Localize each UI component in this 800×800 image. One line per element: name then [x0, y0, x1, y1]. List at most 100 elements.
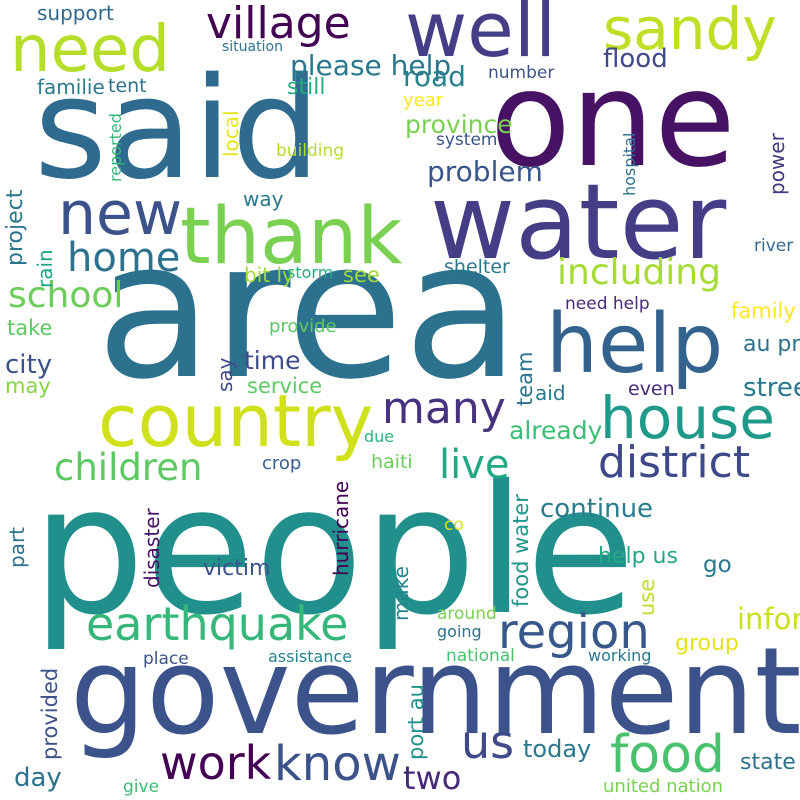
word-give: state	[740, 750, 796, 775]
word-many: many	[382, 383, 506, 434]
word-new: new	[58, 179, 183, 249]
word-region: region	[498, 604, 650, 660]
word-need: need	[10, 13, 170, 87]
word-see: storm	[287, 263, 334, 282]
word-thank: thank	[180, 192, 403, 282]
word-time: city	[5, 350, 53, 380]
word-children: children	[54, 446, 203, 489]
word-district: district	[598, 437, 751, 488]
word-say: provide	[269, 316, 337, 337]
word-may: time	[244, 346, 301, 375]
word-food: food	[610, 725, 725, 785]
word-flood: road	[403, 60, 466, 93]
word-people: people	[32, 447, 636, 654]
word-earthquake: earthquake	[86, 597, 349, 651]
word-number: year	[403, 90, 444, 111]
word-shelter: see	[343, 263, 380, 287]
word-use: co	[444, 515, 464, 535]
word-aid: street	[743, 373, 800, 403]
word-live: live	[439, 442, 510, 488]
word-group: going	[437, 622, 482, 641]
word-house: house	[600, 384, 775, 452]
word-disaster: part	[5, 526, 29, 568]
word-food-water: make	[389, 566, 413, 621]
word-road: information	[737, 602, 800, 636]
word-still: please help	[290, 49, 452, 82]
word-government: government	[70, 623, 800, 762]
word-home: home	[67, 235, 181, 281]
word-assistance: place	[143, 649, 189, 669]
word-village: village	[206, 0, 351, 49]
word-country: country	[98, 379, 374, 463]
word-year: province	[405, 110, 513, 139]
word-reported: hospital	[620, 132, 639, 196]
word-hospital: power	[765, 133, 789, 195]
word-work: work	[160, 736, 272, 790]
word-two: school	[8, 275, 124, 316]
word-even: aid	[535, 381, 566, 405]
word-already: due	[364, 427, 395, 446]
word-today: port au	[404, 684, 428, 760]
word-team: river	[754, 236, 794, 256]
word-united-nation: give	[123, 777, 160, 797]
word-local: familie	[37, 75, 105, 99]
word-au-prince: say	[213, 357, 237, 392]
word-us: us	[461, 715, 515, 769]
word-due: even	[628, 378, 675, 400]
word-place: group	[675, 631, 739, 656]
word-one: one	[490, 43, 736, 197]
word-information: two	[403, 759, 462, 797]
word-part: crop	[262, 453, 302, 474]
word-building: reported	[106, 113, 125, 182]
word-need-help: team	[513, 351, 537, 406]
word-street: service	[247, 374, 323, 398]
word-continue: disaster	[140, 508, 164, 588]
word-victim: go	[703, 552, 732, 578]
word-river: shelter	[444, 256, 510, 278]
word-rain: problem	[427, 155, 543, 188]
word-way: building	[276, 141, 345, 161]
word-hurricane: use	[635, 578, 659, 616]
word-going: around	[437, 604, 497, 624]
word-need-food: united nation	[603, 776, 724, 797]
word-service: may	[5, 374, 51, 398]
word-co: continue	[540, 494, 654, 524]
word-around: victim	[203, 556, 271, 581]
word-provided: working	[588, 646, 652, 665]
word-family: need help	[565, 294, 650, 314]
word-make: hurricane	[329, 480, 353, 576]
word-including: including	[557, 252, 721, 293]
word-know: know	[274, 736, 401, 792]
word-well: well	[405, 0, 557, 74]
word-storm: bit ly	[244, 263, 294, 287]
word-please-help: support	[37, 1, 114, 25]
word-problem: way	[243, 187, 284, 211]
word-water: water	[430, 161, 727, 283]
word-port-au: provided	[38, 667, 62, 760]
word-day: today	[523, 735, 592, 763]
word-system: situation	[222, 39, 283, 55]
word-situation: number	[488, 63, 555, 83]
word-national: assistance	[268, 647, 353, 666]
word-tent: still	[287, 75, 326, 100]
word-haiti: already	[509, 416, 603, 445]
word-power: system	[436, 130, 498, 150]
word-provide: take	[7, 316, 53, 340]
word-help: help	[546, 297, 724, 392]
word-working: national	[446, 646, 515, 666]
word-project: local	[219, 110, 243, 157]
word-familie: tent	[108, 75, 147, 97]
word-sandy: sandy	[603, 0, 777, 63]
word-said: said	[34, 48, 321, 211]
word-help-us: food water	[509, 494, 533, 607]
word-take: family	[731, 299, 796, 323]
word-go: help us	[598, 544, 678, 569]
word-city: au prince	[743, 332, 800, 357]
word-state: day	[14, 763, 62, 793]
word-area: area	[96, 200, 520, 421]
word-province: project	[3, 189, 28, 266]
word-bit-ly: rain	[33, 249, 57, 288]
word-crop: haiti	[371, 451, 413, 473]
word-support: flood	[603, 44, 668, 74]
